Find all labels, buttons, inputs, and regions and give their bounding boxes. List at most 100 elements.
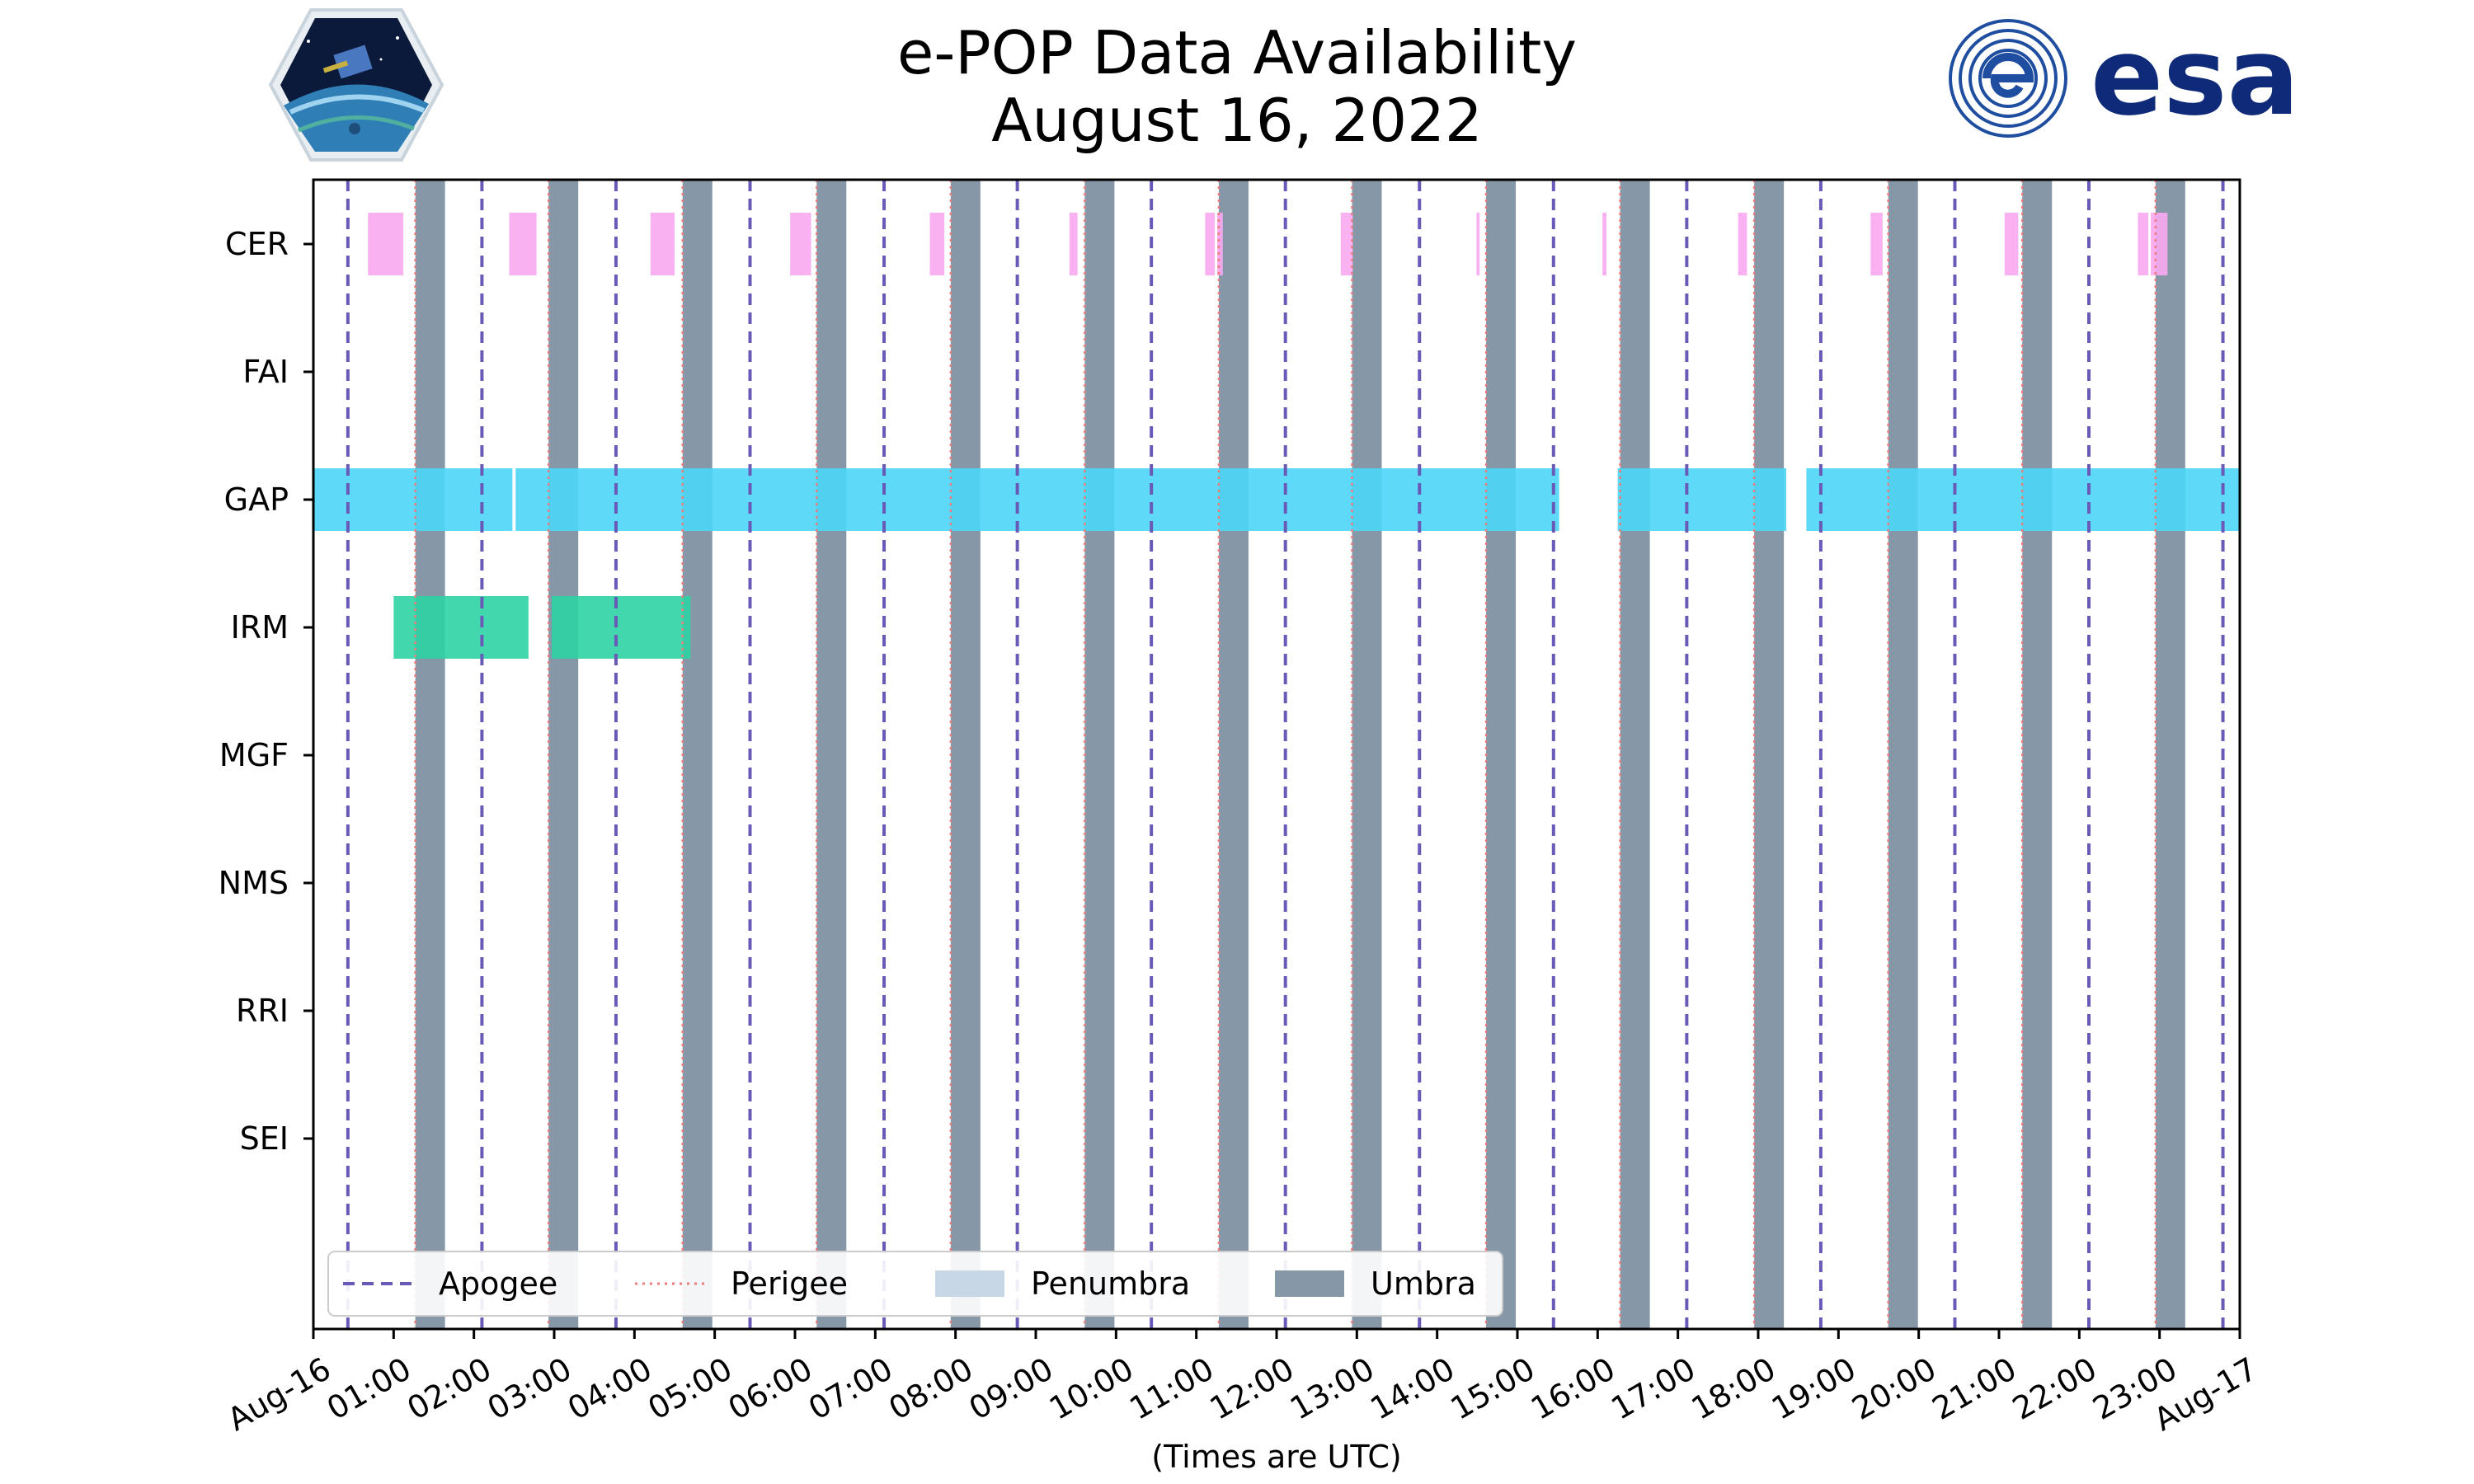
x-tick-label: 18:00 [1686, 1350, 1782, 1427]
legend-swatch-penumbra [935, 1270, 1004, 1297]
legend-label-penumbra: Penumbra [1031, 1266, 1190, 1302]
umbra-band [1620, 180, 1650, 1329]
y-tick-label-sei: SEI [240, 1120, 289, 1157]
y-tick-label-cer: CER [225, 226, 289, 262]
x-tick-label: 07:00 [802, 1350, 899, 1427]
data-bar-cer [1602, 213, 1607, 275]
umbra-band [2022, 180, 2053, 1329]
x-tick-label: 11:00 [1123, 1350, 1220, 1427]
x-tick-label: 14:00 [1364, 1350, 1460, 1427]
legend-label-apogee: Apogee [439, 1266, 557, 1302]
y-tick-label-fai: FAI [242, 354, 289, 390]
chart-subtitle: August 16, 2022 [991, 86, 1483, 155]
x-tick-label: 06:00 [722, 1350, 819, 1427]
x-tick-label: Aug-16 [221, 1350, 336, 1438]
data-bar-cer [1738, 213, 1747, 275]
legend-label-umbra: Umbra [1371, 1266, 1476, 1302]
data-bar-cer [2004, 213, 2019, 275]
x-tick-label: 16:00 [1525, 1350, 1621, 1427]
y-tick-label-rri: RRI [236, 993, 289, 1029]
x-tick-label-group: 16:00 [1525, 1350, 1621, 1427]
umbra-band [1084, 180, 1115, 1329]
x-tick-label-group: 06:00 [722, 1350, 819, 1427]
x-tick-label-group: 04:00 [562, 1350, 658, 1427]
umbra-band [548, 180, 579, 1329]
x-tick-label-group: 11:00 [1123, 1350, 1220, 1427]
umbra-band [1218, 180, 1249, 1329]
x-tick-label: 05:00 [642, 1350, 738, 1427]
y-tick-label-irm: IRM [231, 609, 289, 646]
x-tick-label-group: 03:00 [482, 1350, 578, 1427]
x-tick-label-group: 05:00 [642, 1350, 738, 1427]
x-tick-label: 19:00 [1766, 1350, 1862, 1427]
data-bar-cer [1870, 213, 1883, 275]
legend-box [327, 1251, 1503, 1317]
data-bar-cer [1476, 213, 1480, 275]
y-tick-label-gap: GAP [224, 481, 289, 518]
data-bar-cer [368, 213, 404, 275]
x-tick-label-group: 07:00 [802, 1350, 899, 1427]
x-tick-label: 08:00 [882, 1350, 979, 1427]
x-tick-label-group: 18:00 [1686, 1350, 1782, 1427]
plot-frame [312, 178, 2241, 1331]
data-bar-cer [929, 213, 945, 275]
data-bar-gap [313, 468, 513, 531]
x-tick-label: 10:00 [1043, 1350, 1140, 1427]
x-tick-label-group: 15:00 [1445, 1350, 1541, 1427]
data-bar-gap [515, 468, 1559, 531]
umbra-band [682, 180, 713, 1329]
x-tick-label: 12:00 [1204, 1350, 1300, 1427]
x-tick-label-group: 22:00 [2006, 1350, 2103, 1427]
x-tick-label: 03:00 [482, 1350, 578, 1427]
x-tick-label: 04:00 [562, 1350, 658, 1427]
x-tick-label: 20:00 [1846, 1350, 1942, 1427]
data-bar-cer [1069, 213, 1078, 275]
data-bar-cer [2150, 213, 2168, 275]
umbra-band [415, 180, 445, 1329]
x-tick-label-group: 10:00 [1043, 1350, 1140, 1427]
data-bar-cer [1205, 213, 1216, 275]
data-bar-cer [1340, 213, 1353, 275]
umbra-band [1754, 180, 1785, 1329]
data-bar-irm [552, 596, 691, 659]
legend-label-perigee: Perigee [731, 1266, 848, 1302]
x-tick-label-group: 01:00 [321, 1350, 417, 1427]
x-tick-label: 09:00 [963, 1350, 1060, 1427]
y-tick-label-nms: NMS [219, 865, 289, 901]
x-tick-label-group: 12:00 [1204, 1350, 1300, 1427]
y-tick-label-mgf: MGF [219, 737, 289, 773]
x-tick-label: 02:00 [401, 1350, 497, 1427]
svg-text:esa: esa [2091, 16, 2299, 139]
x-tick-label-group: 14:00 [1364, 1350, 1460, 1427]
data-bar-cer [2138, 213, 2149, 275]
x-tick-label-group: 21:00 [1926, 1350, 2023, 1427]
data-bar-irm [393, 596, 529, 659]
x-tick-label-group: 20:00 [1846, 1350, 1942, 1427]
x-axis-label: (Times are UTC) [1151, 1439, 1401, 1475]
x-tick-label-group: 09:00 [963, 1350, 1060, 1427]
x-tick-label: 01:00 [321, 1350, 417, 1427]
data-bar-cer [1216, 213, 1223, 275]
x-tick-label-group: 08:00 [882, 1350, 979, 1427]
x-tick-label: 15:00 [1445, 1350, 1541, 1427]
umbra-band [816, 180, 847, 1329]
x-tick-label-group: 02:00 [401, 1350, 497, 1427]
umbra-band [1352, 180, 1382, 1329]
x-tick-label: 13:00 [1284, 1350, 1380, 1427]
data-bar-cer [790, 213, 811, 275]
umbra-band [2155, 180, 2185, 1329]
legend-swatch-umbra [1275, 1270, 1344, 1297]
x-tick-label: 22:00 [2006, 1350, 2103, 1427]
x-tick-label: 21:00 [1926, 1350, 2023, 1427]
cassiope-logo [268, 8, 444, 162]
umbra-band [950, 180, 981, 1329]
x-tick-label-group: Aug-16 [221, 1350, 336, 1438]
x-tick-label: 17:00 [1605, 1350, 1701, 1427]
data-bar-cer [650, 213, 675, 275]
data-bar-gap [1617, 468, 1787, 531]
chart-title: e-POP Data Availability [897, 18, 1577, 87]
data-bar-cer [509, 213, 537, 275]
x-tick-label-group: 13:00 [1284, 1350, 1380, 1427]
umbra-band [1486, 180, 1517, 1329]
